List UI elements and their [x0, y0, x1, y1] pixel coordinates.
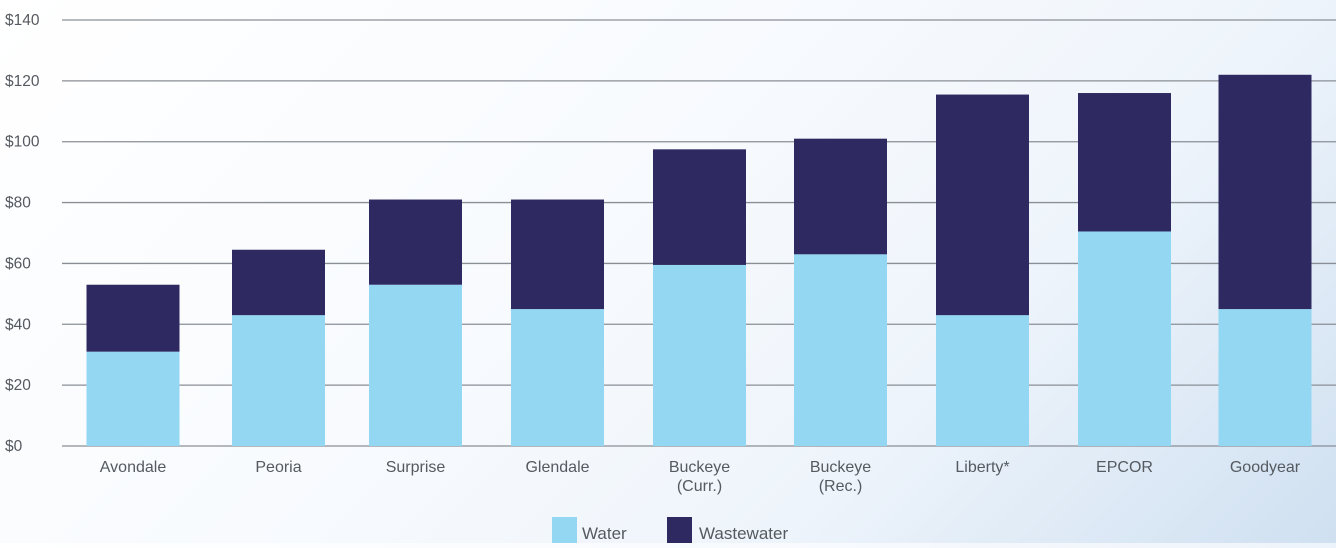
- x-tick-label: Surprise: [386, 459, 446, 476]
- y-tick-label: $60: [5, 255, 31, 272]
- bar-water: [369, 284, 462, 446]
- bar-wastewater: [653, 149, 746, 265]
- bar-wastewater: [1218, 74, 1312, 310]
- y-tick-label: $20: [5, 377, 31, 394]
- bar-wastewater: [936, 94, 1029, 316]
- legend-label: Wastewater: [699, 524, 788, 543]
- y-axis-ticks: $0 $20 $40 $60 $80 $100 $120 $140: [5, 12, 40, 455]
- y-tick-label: $140: [5, 12, 40, 29]
- bar-water: [936, 315, 1029, 446]
- bar-water: [511, 309, 604, 446]
- y-tick-label: $0: [5, 438, 23, 455]
- bars: [86, 74, 1312, 446]
- x-tick-label: EPCOR: [1096, 459, 1153, 476]
- x-axis-ticks: Avondale Peoria Surprise Glendale Buckeye (Cu…: [100, 459, 1301, 495]
- bar-wastewater: [794, 138, 887, 255]
- x-tick-label: Peoria: [255, 459, 301, 476]
- bar-water: [1218, 309, 1312, 446]
- bar-wastewater: [1078, 93, 1171, 232]
- legend-swatch: [667, 517, 692, 543]
- legend-swatch: [552, 517, 577, 543]
- y-tick-label: $40: [5, 316, 31, 333]
- bar-wastewater: [369, 199, 462, 285]
- bar-wastewater: [232, 249, 325, 316]
- x-tick-label: Glendale: [525, 459, 589, 476]
- bar-wastewater: [86, 284, 180, 352]
- y-tick-label: $120: [5, 73, 40, 90]
- x-tick-label: Liberty*: [955, 459, 1009, 476]
- x-tick-label: Avondale: [100, 459, 167, 476]
- x-tick-label: (Curr.): [677, 478, 722, 495]
- x-tick-label: Goodyear: [1230, 459, 1301, 476]
- bar-water: [1078, 231, 1171, 446]
- legend-label: Water: [582, 524, 627, 543]
- legend: Water Wastewater: [552, 517, 788, 543]
- y-tick-label: $100: [5, 134, 40, 151]
- bar-water: [794, 254, 887, 446]
- y-tick-label: $80: [5, 195, 31, 212]
- bar-water: [653, 264, 746, 446]
- bar-wastewater: [511, 199, 604, 310]
- bar-water: [232, 315, 325, 446]
- x-tick-label: Buckeye: [810, 459, 871, 476]
- bar-water: [86, 351, 180, 446]
- x-tick-label: Buckeye: [669, 459, 730, 476]
- x-tick-label: (Rec.): [819, 478, 863, 495]
